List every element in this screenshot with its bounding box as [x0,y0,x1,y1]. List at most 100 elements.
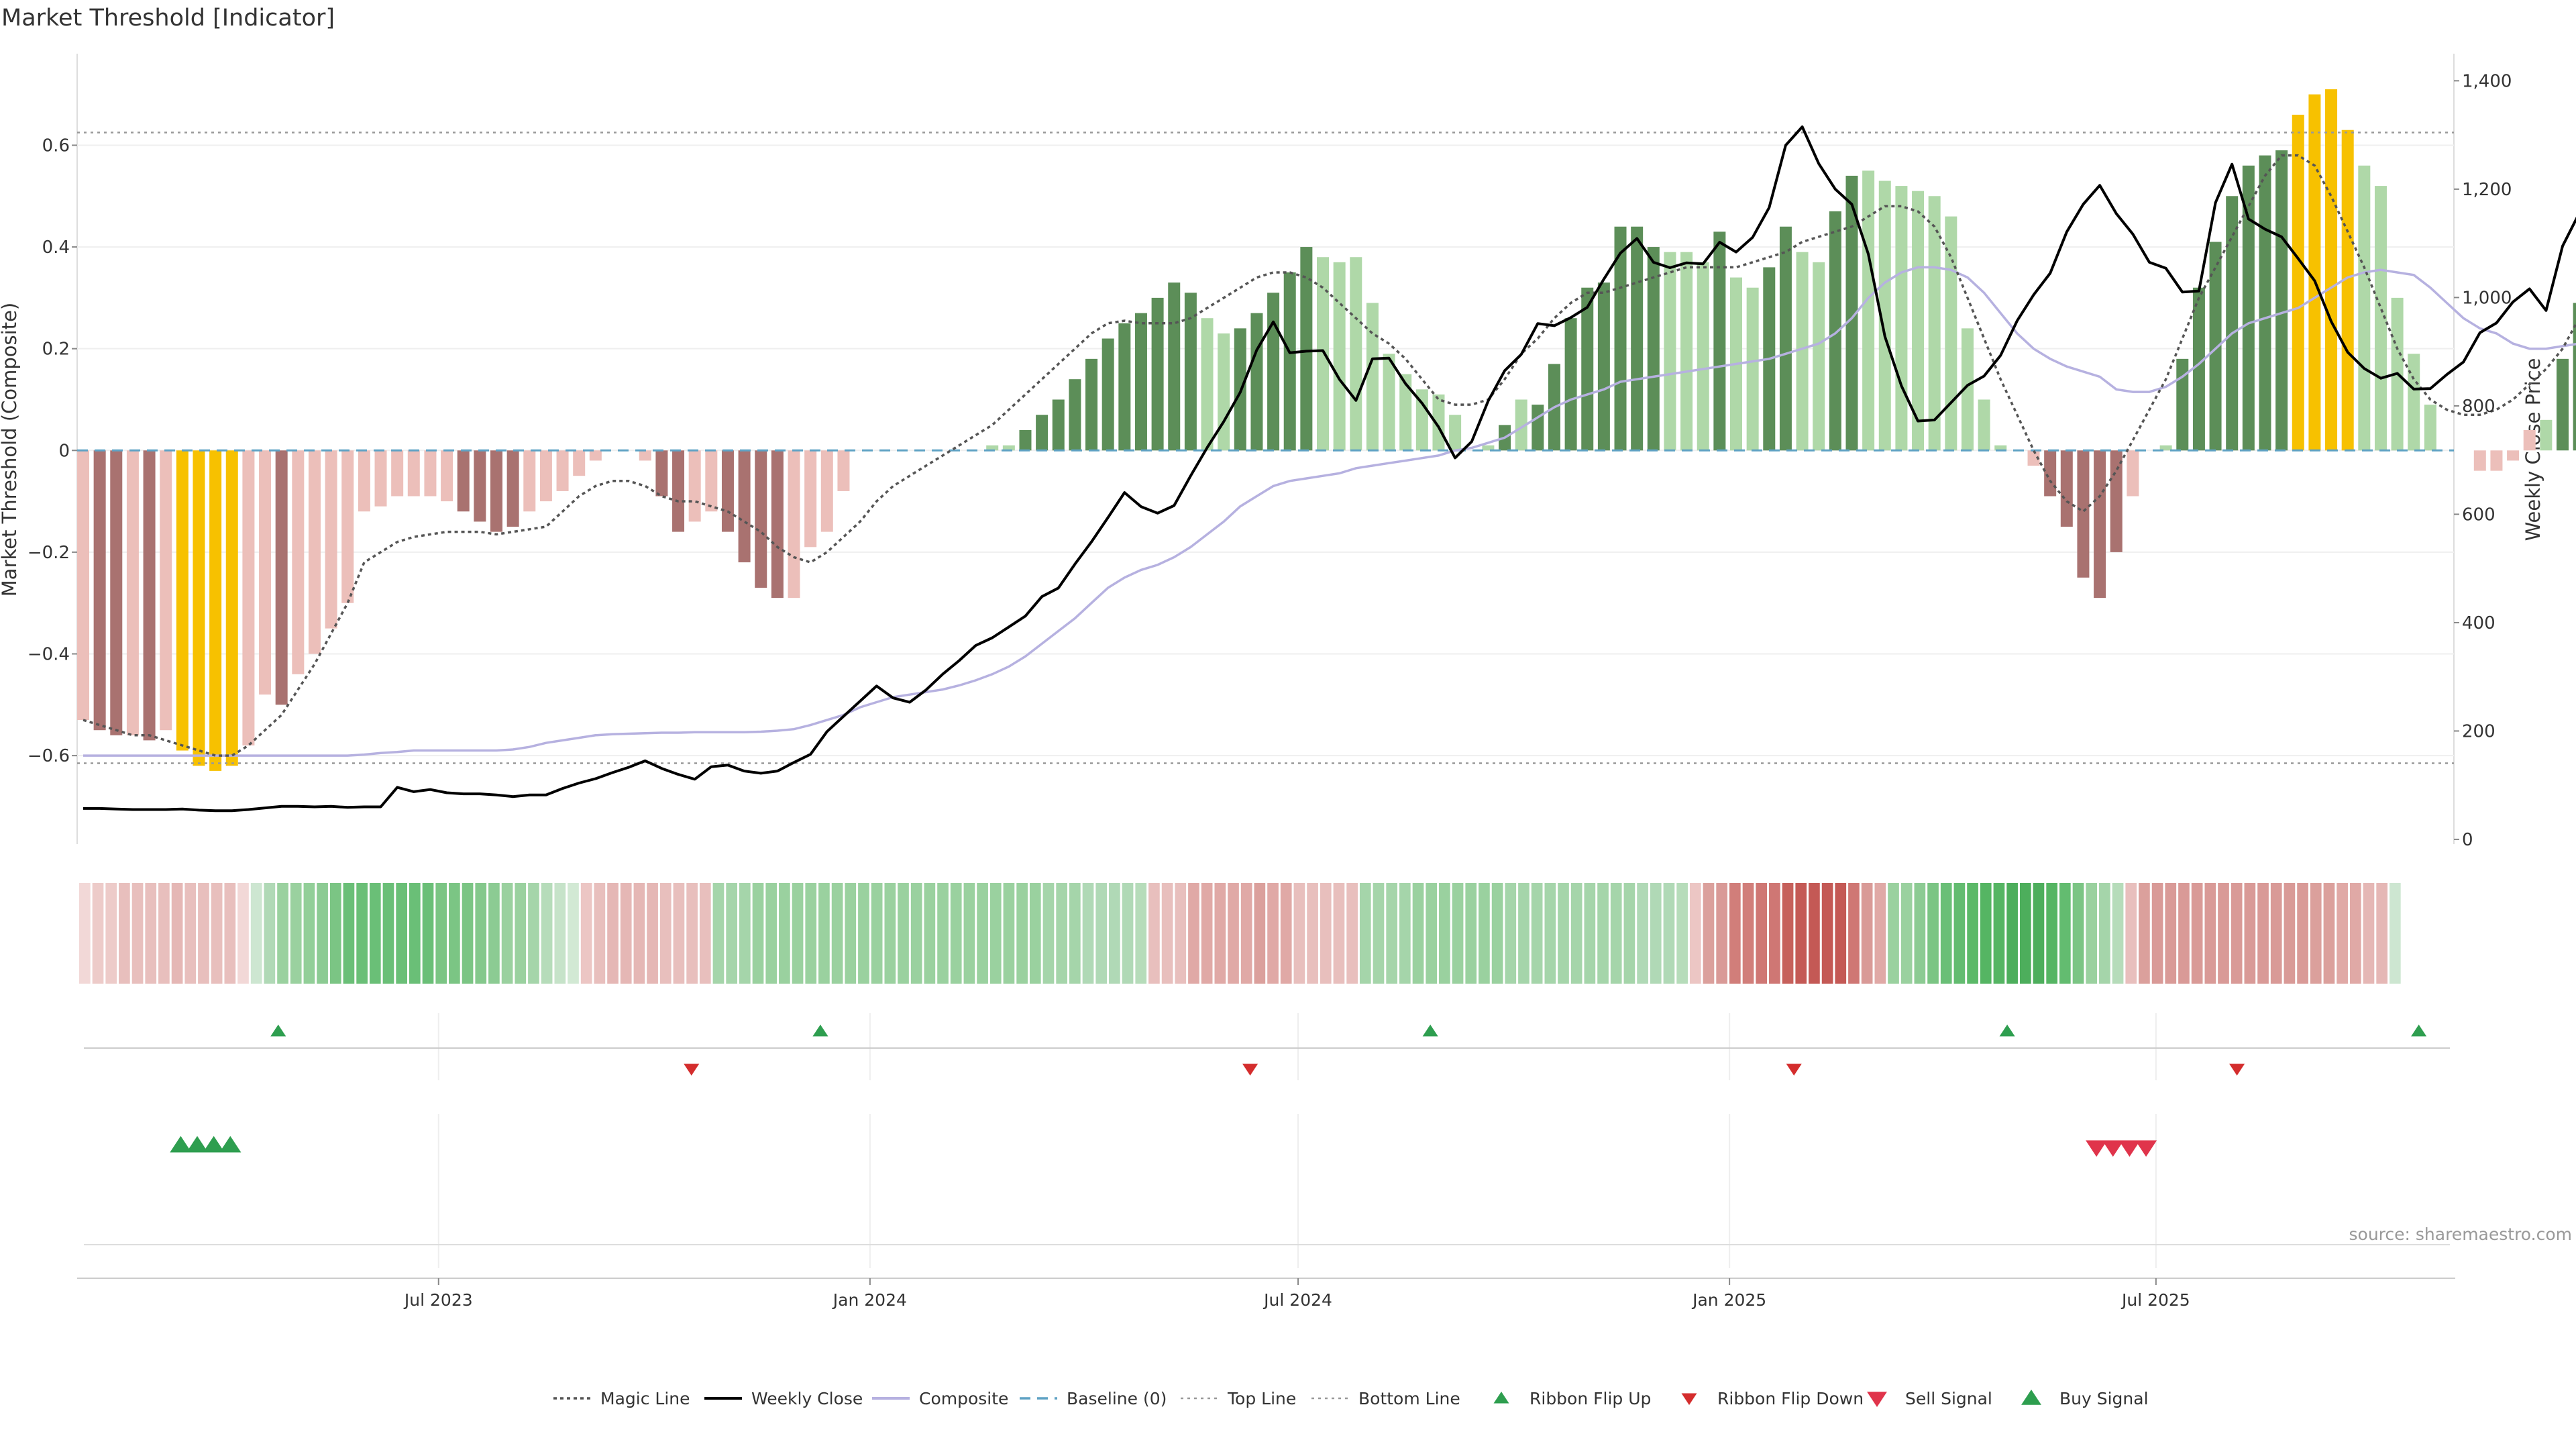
ribbon-cell [1426,883,1438,984]
ribbon-cell [1228,883,1239,984]
ribbon-cell [2139,883,2150,984]
threshold-bar [1994,445,2007,451]
ribbon-cell [1029,883,1041,984]
ribbon-cell [1756,883,1768,984]
threshold-bar [77,450,89,721]
threshold-bar [2110,450,2123,552]
ribbon-cell [950,883,962,984]
ribbon-cell [1122,883,1134,984]
threshold-bar [1945,216,1957,451]
x-tick-label: Jul 2025 [2121,1290,2190,1310]
ribbon-cell [1809,883,1820,984]
legend-label: Magic Line [600,1389,690,1408]
ribbon-cell [1188,883,1199,984]
threshold-bar [1581,287,1594,451]
threshold-bar [1151,297,1164,451]
ribbon-cell [1280,883,1292,984]
weekly-close-line [83,125,2576,813]
threshold-bar [1597,282,1610,451]
threshold-bar [474,450,486,522]
legend-item: Buy Signal [2021,1389,2149,1408]
threshold-bar [2424,405,2436,451]
gridlines [76,54,2455,1279]
ribbon-cell [171,883,183,984]
threshold-bar [2242,165,2255,451]
threshold-bar [523,450,536,512]
legend-label: Buy Signal [2059,1389,2149,1408]
ribbon-cell [290,883,302,984]
ribbon-cell [131,883,144,984]
ribbon-cell [317,883,328,984]
ribbon-cell [1940,883,1952,984]
threshold-bar [209,450,222,771]
ribbon-cell [1056,883,1067,984]
ribbon-flip-up-marker [1422,1025,1438,1037]
ribbon-cell [554,883,566,984]
legend-label: Sell Signal [1905,1389,1992,1408]
threshold-bar [1928,196,1941,451]
ribbon-cell [2349,883,2361,984]
y2-tick-label: 600 [2462,505,2496,525]
ribbon-cell [2376,883,2387,984]
threshold-bar [2557,358,2569,451]
ribbon-cell [79,883,91,984]
ribbon-cell [752,883,764,984]
y-tick-label: −0.2 [28,543,70,563]
ribbon-cell [1373,883,1385,984]
legend-buy-icon [2021,1390,2041,1405]
threshold-bar [1300,247,1313,451]
ribbon-cell [211,883,223,984]
threshold-bar [539,450,552,502]
legend-flip-up-icon [1493,1392,1509,1404]
threshold-bar [1978,399,1990,451]
threshold-bar [986,445,999,451]
buy-signal-marker [170,1136,192,1153]
ribbon-cell [528,883,539,984]
threshold-bar [2507,450,2520,461]
ribbon-cell [2284,883,2296,984]
ribbon-cell [792,883,804,984]
ribbon-cell [2297,883,2308,984]
threshold-bar [1614,226,1627,451]
ribbon-cell [699,883,711,984]
magic-line [83,154,2576,757]
threshold-bar [2192,287,2205,451]
ribbon-cell [1993,883,2005,984]
ribbon-cell [1267,883,1279,984]
ribbon-cell [224,883,236,984]
ribbon-cell [382,883,394,984]
ribbon-cell [1175,883,1187,984]
threshold-bar [1878,180,1891,451]
ribbon-cell [910,883,922,984]
ribbon-cell [884,883,896,984]
y2-tick-label: 1,400 [2462,71,2512,91]
ribbon-cell [818,883,830,984]
ribbon-cell [1333,883,1345,984]
threshold-bar [2275,150,2288,451]
threshold-bar [721,450,734,532]
threshold-bar [1283,272,1296,451]
threshold-bar [110,450,123,735]
threshold-bar [837,450,850,491]
ribbon-cell [1782,883,1794,984]
ribbon-cell [2337,883,2348,984]
threshold-bar [1845,175,1858,451]
sell-signal-marker [2086,1140,2108,1157]
threshold-bar [1532,405,1544,451]
ribbon-flip-up-marker [812,1025,828,1037]
threshold-bar [374,450,387,507]
ribbon-cell [1769,883,1780,984]
threshold-bar [341,450,354,603]
ribbon-cell [1544,883,1556,984]
ribbon-cell [449,883,460,984]
threshold-bar [2127,450,2139,497]
legend-item: Ribbon Flip Up [1493,1389,1651,1408]
ribbon-cell [2363,883,2375,984]
ribbon-cell [1914,883,1926,984]
threshold-bar [2226,196,2239,451]
threshold-bar [1333,262,1346,451]
ribbon-cell [501,883,513,984]
ribbon-cell [1161,883,1173,984]
series-lines [77,125,2576,813]
ribbon-cell [198,883,209,984]
